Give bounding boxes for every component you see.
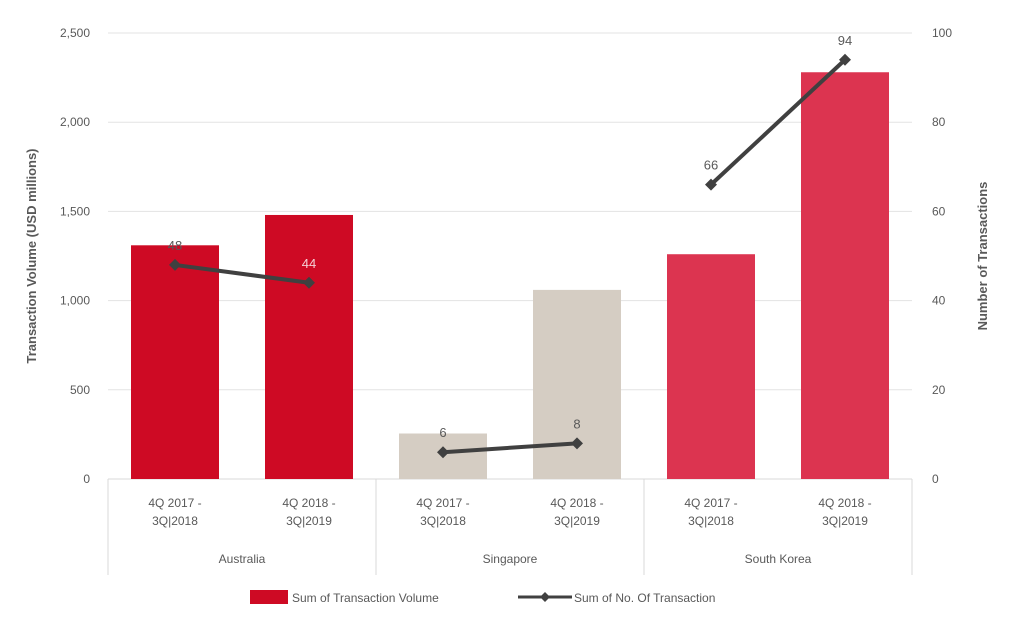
y-tick-label: 2,500 <box>60 26 90 40</box>
y2-tick-label: 100 <box>932 26 952 40</box>
y2-axis-title: Number of Transactions <box>975 182 990 331</box>
group-label: Australia <box>219 552 266 566</box>
transactions-marker <box>169 258 181 271</box>
y-tick-label: 2,000 <box>60 115 90 129</box>
transactions-line <box>709 58 847 187</box>
legend: Sum of Transaction Volume Sum of No. Of … <box>250 590 715 605</box>
legend-swatch-volume <box>250 590 288 604</box>
data-label: 6 <box>439 425 446 440</box>
data-label: 94 <box>838 33 852 48</box>
bar-south-korea <box>667 254 755 479</box>
x-tick-label: 4Q 2017 - 3Q|2018 <box>416 496 470 528</box>
bar-australia <box>131 245 219 479</box>
data-label: 66 <box>704 158 718 173</box>
y-tick-label: 1,000 <box>60 294 90 308</box>
bar-singapore <box>533 289 621 479</box>
legend-label-transactions: Sum of No. Of Transaction <box>574 591 715 605</box>
legend-marker-diamond-icon <box>540 592 550 602</box>
y2-tick-label: 20 <box>932 383 946 397</box>
transactions-marker <box>437 446 449 459</box>
y-tick-label: 1,500 <box>60 204 90 218</box>
transactions-marker <box>705 178 717 191</box>
x-tick-label: 4Q 2018 - 3Q|2019 <box>282 496 336 528</box>
data-label: 8 <box>573 416 580 431</box>
bar-australia <box>265 214 353 479</box>
x-tick-label: 4Q 2017 - 3Q|2018 <box>148 496 202 528</box>
y-tick-label: 500 <box>70 383 90 397</box>
transactions-marker <box>839 53 851 66</box>
legend-label-volume: Sum of Transaction Volume <box>292 591 439 605</box>
y2-tick-label: 40 <box>932 294 946 308</box>
x-tick-label: 4Q 2017 - 3Q|2018 <box>684 496 738 528</box>
data-label: 48 <box>168 238 182 253</box>
transactions-marker <box>571 437 583 450</box>
y2-tick-label: 60 <box>932 204 946 218</box>
y2-tick-label: 80 <box>932 115 946 129</box>
data-label: 44 <box>302 256 316 271</box>
y2-tick-label: 0 <box>932 472 939 486</box>
transactions-line <box>174 262 310 285</box>
x-tick-label: 4Q 2018 - 3Q|2019 <box>550 496 604 528</box>
group-label: Singapore <box>483 552 538 566</box>
y-tick-label: 0 <box>83 472 90 486</box>
x-tick-label: 4Q 2018 - 3Q|2019 <box>818 496 872 528</box>
y-axis-title: Transaction Volume (USD millions) <box>24 148 39 363</box>
transactions-line <box>442 441 578 455</box>
bar-south-korea <box>801 72 889 480</box>
transactions-marker <box>303 276 315 289</box>
group-label: South Korea <box>745 552 812 566</box>
